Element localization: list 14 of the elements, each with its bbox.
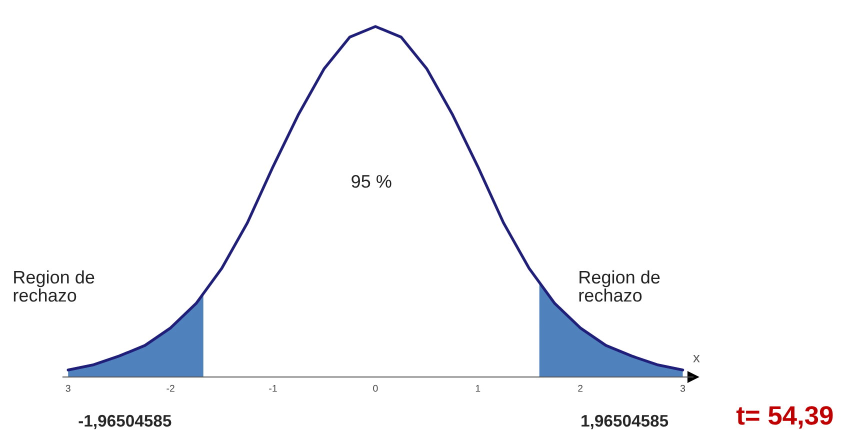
annotation: 95 %	[352, 174, 392, 188]
text: t= 54,39	[736, 406, 833, 429]
x-tick-label: 0	[373, 384, 378, 392]
x-tick-label: 2	[578, 384, 583, 392]
x-tick-label: -2	[166, 384, 174, 392]
x-tick-label: -1	[269, 384, 277, 392]
text: 1,96504585	[582, 414, 668, 430]
text: -1,96504585	[78, 414, 172, 430]
annotation: Region de rechazo	[579, 270, 660, 302]
x-tick-label: 1	[476, 384, 480, 392]
annotation: Region de rechazo	[14, 270, 94, 302]
x-tick-label: 3	[66, 384, 70, 392]
x-axis-title: x	[693, 354, 700, 362]
x-tick-label: 3	[680, 384, 686, 392]
